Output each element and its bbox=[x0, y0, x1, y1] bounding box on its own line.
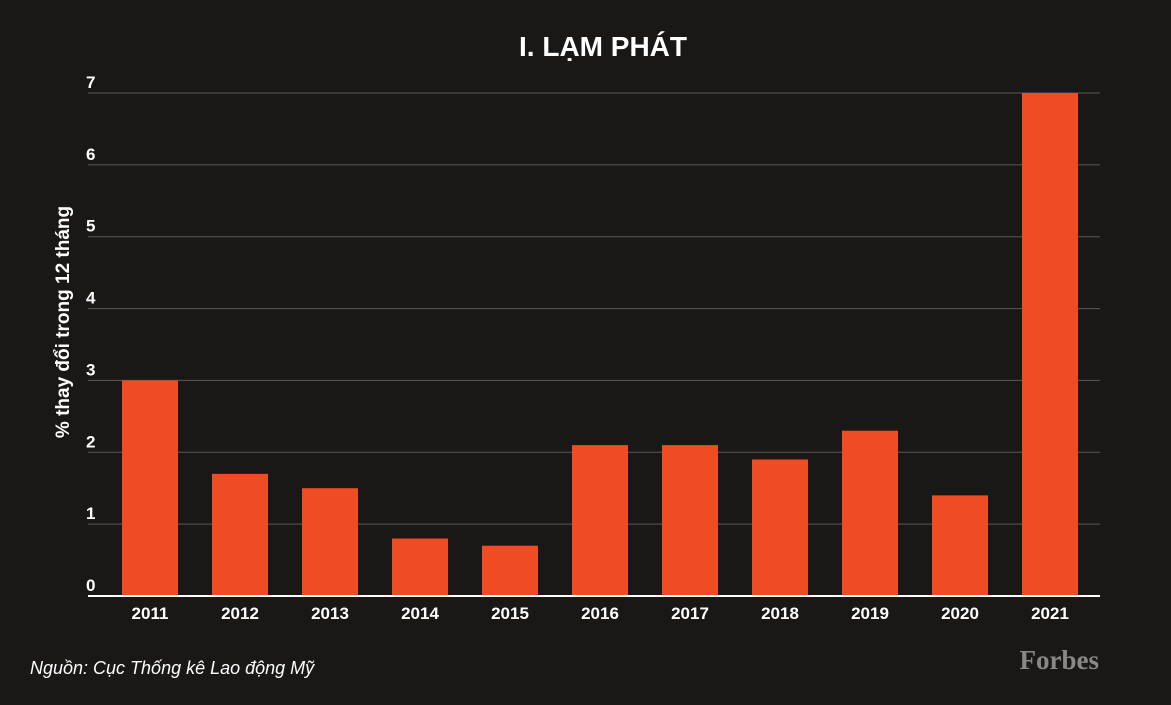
bar-2013 bbox=[302, 488, 358, 596]
y-tick-label: 7 bbox=[86, 73, 95, 92]
chart-title: I. LẠM PHÁT bbox=[519, 31, 687, 62]
x-tick-label: 2019 bbox=[851, 604, 889, 623]
x-tick-label: 2011 bbox=[132, 604, 169, 623]
x-tick-label: 2017 bbox=[671, 604, 709, 623]
bar-2015 bbox=[482, 545, 538, 596]
y-tick-label: 2 bbox=[86, 432, 95, 451]
bars bbox=[122, 93, 1078, 596]
gridlines bbox=[88, 92, 1100, 525]
x-tick-label: 2021 bbox=[1031, 604, 1069, 623]
y-tick-label: 0 bbox=[86, 576, 95, 595]
x-tick-label: 2015 bbox=[491, 604, 529, 623]
x-tick-label: 2020 bbox=[941, 604, 979, 623]
bar-2016 bbox=[572, 445, 628, 596]
x-tick-label: 2014 bbox=[401, 604, 439, 623]
y-tick-label: 1 bbox=[86, 504, 95, 523]
x-tick-label: 2012 bbox=[221, 604, 259, 623]
bar-2014 bbox=[392, 538, 448, 596]
bar-2020 bbox=[932, 495, 988, 596]
bar-2021 bbox=[1022, 93, 1078, 596]
x-tick-label: 2016 bbox=[581, 604, 619, 623]
x-tick-label: 2018 bbox=[761, 604, 799, 623]
bar-2011 bbox=[122, 380, 178, 596]
source-note: Nguồn: Cục Thống kê Lao động Mỹ bbox=[30, 658, 315, 678]
y-tick-label: 5 bbox=[86, 217, 95, 236]
y-tick-label: 4 bbox=[86, 289, 96, 308]
y-tick-label: 3 bbox=[86, 360, 95, 379]
y-axis-label: % thay đổi trong 12 tháng bbox=[53, 206, 74, 438]
bar-2012 bbox=[212, 473, 268, 596]
bar-2019 bbox=[842, 430, 898, 596]
y-tick-labels: 0 1 2 3 4 5 6 7 bbox=[86, 73, 96, 595]
y-tick-label: 6 bbox=[86, 145, 95, 164]
brand-logo: Forbes bbox=[1020, 645, 1099, 675]
bar-2017 bbox=[662, 445, 718, 596]
bar-2018 bbox=[752, 459, 808, 596]
x-tick-labels: 2011 2012 2013 2014 2015 2016 2017 2018 2019 2020… bbox=[132, 604, 1069, 623]
x-tick-label: 2013 bbox=[311, 604, 349, 623]
